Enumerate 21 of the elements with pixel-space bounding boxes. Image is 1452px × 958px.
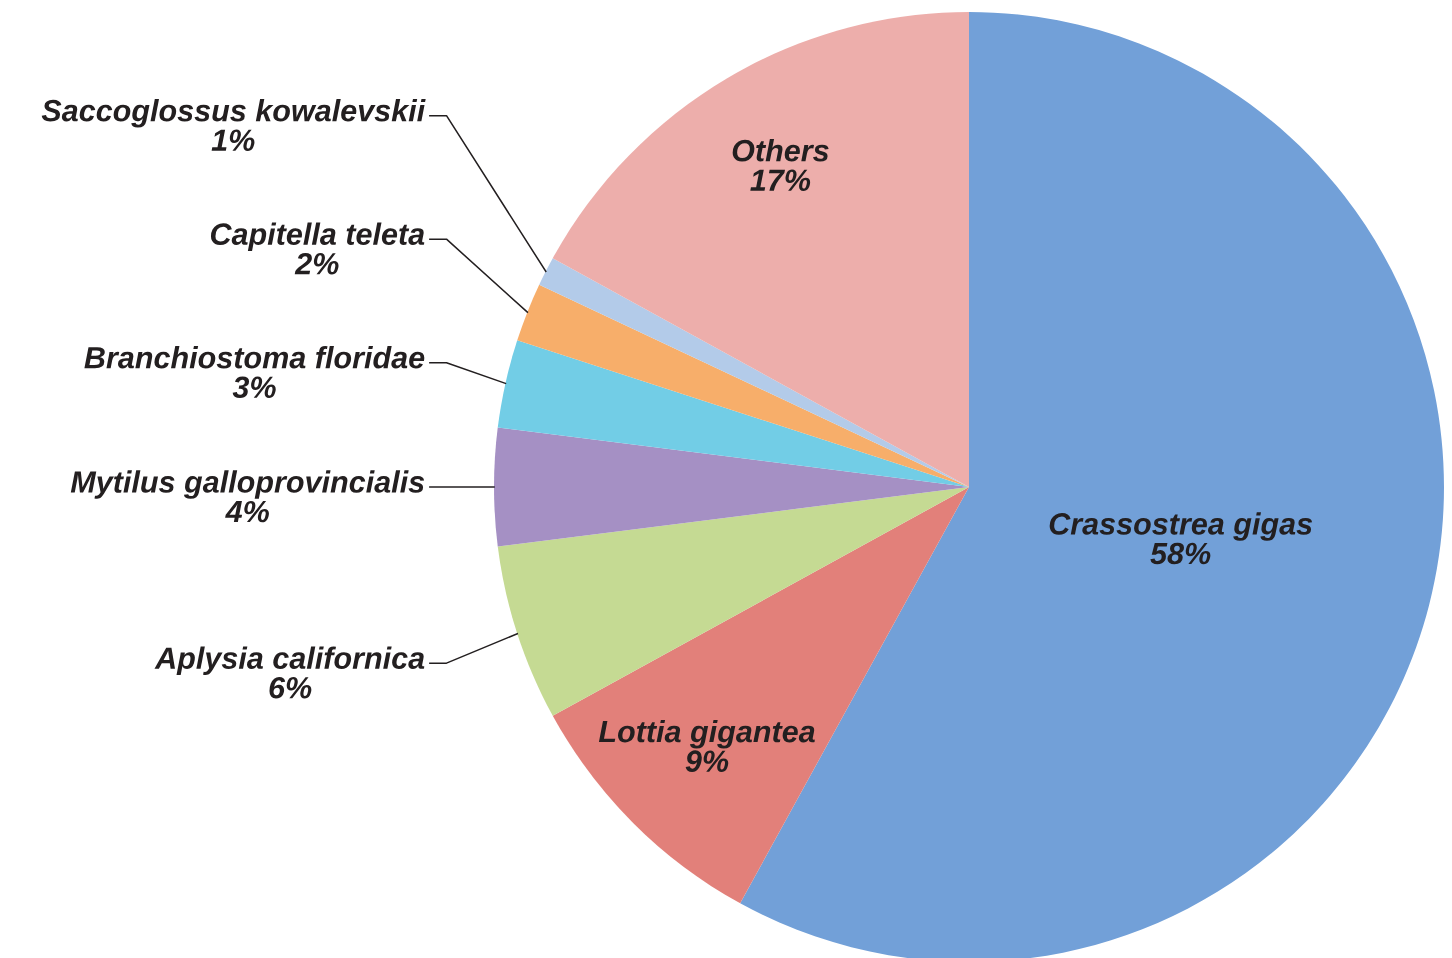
data-label: 9% (685, 750, 729, 772)
data-label: 1% (211, 129, 255, 151)
pie-slice (497, 340, 969, 487)
data-label: 17% (750, 169, 811, 192)
slice-label: Saccoglossus kowalevskii (41, 99, 426, 128)
pie-slice (552, 12, 969, 487)
slice-label: Capitella teleta (210, 222, 425, 252)
slice-label: Others (732, 139, 829, 162)
slice-label: Mytilus galloprovincialis (70, 470, 425, 499)
pie-slice (497, 487, 969, 716)
pie-slice (517, 284, 969, 487)
slice-label: Lottia gigantea (598, 719, 815, 749)
data-label: 3% (232, 376, 276, 399)
pie-slice (552, 487, 969, 904)
data-label: 2% (294, 252, 339, 275)
data-label: 4% (225, 500, 269, 523)
data-label: 6% (269, 676, 312, 699)
slice-label: Aplysia californica (154, 646, 425, 675)
data-label: 58% (1150, 542, 1211, 565)
slice-label: Branchiostoma floridae (84, 346, 425, 369)
slice-label: Crassostrea gigas (1049, 512, 1313, 541)
